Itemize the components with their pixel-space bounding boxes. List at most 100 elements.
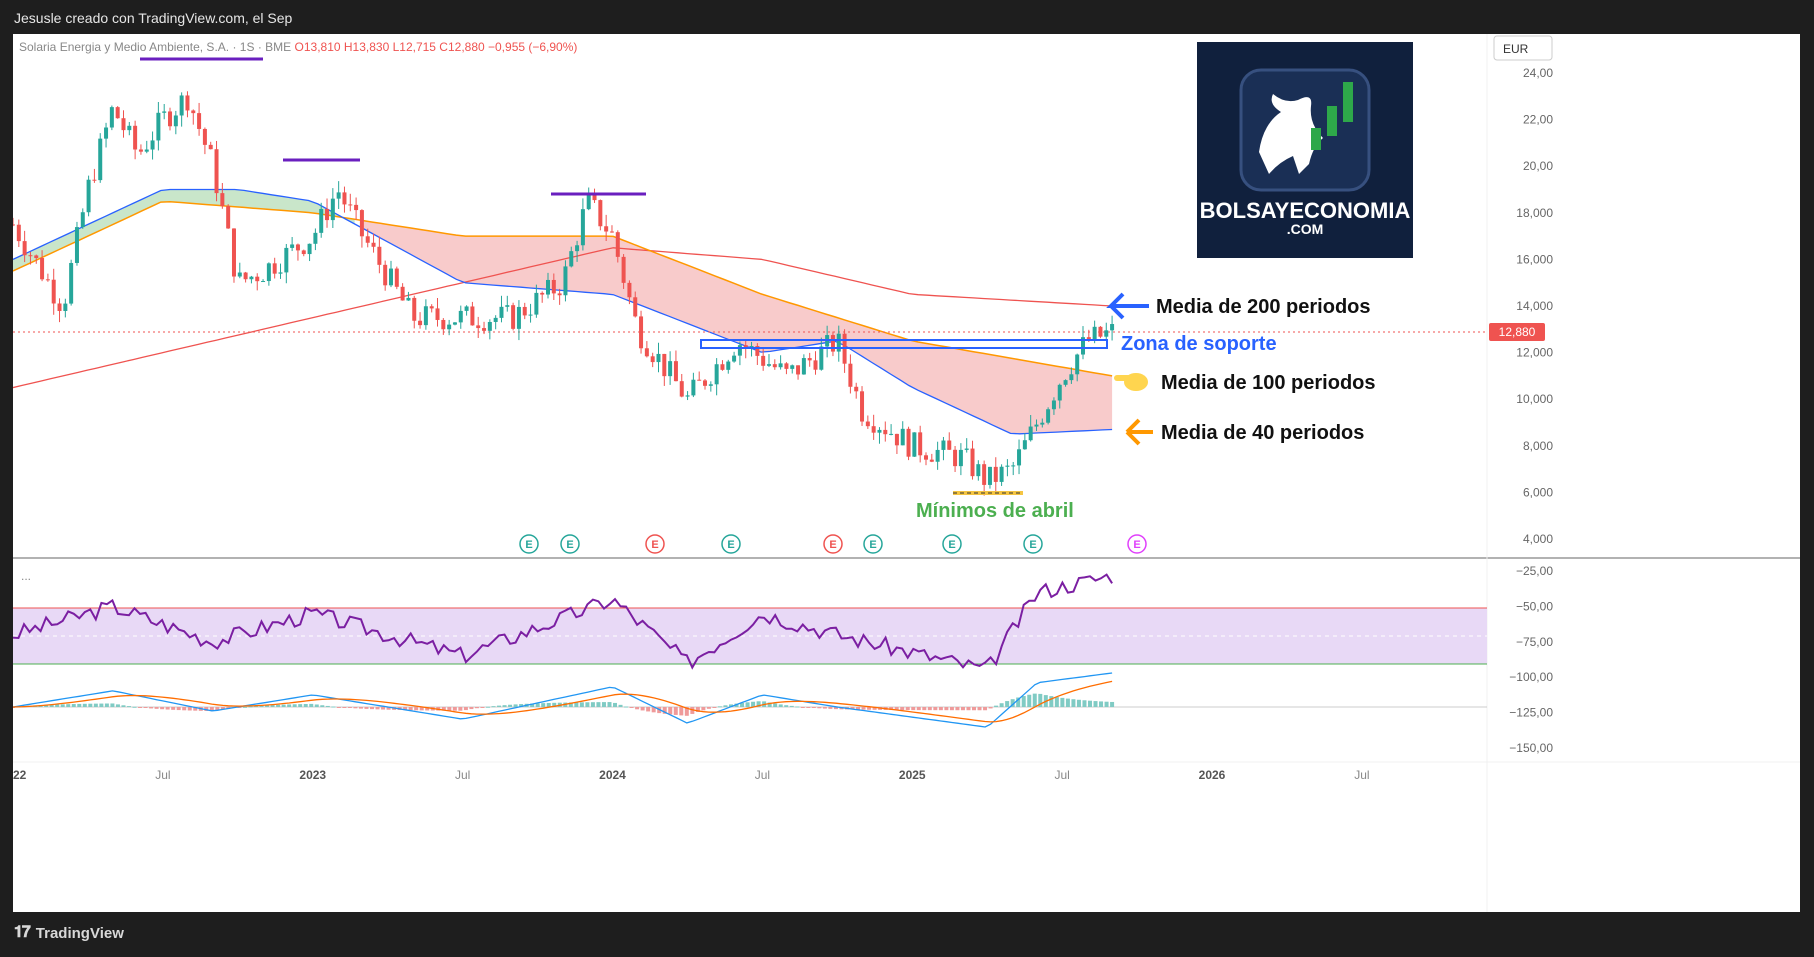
- candle-body: [464, 306, 469, 311]
- candle-icon-3: [1343, 82, 1353, 122]
- macd-bar: [568, 702, 573, 707]
- candle-body: [319, 208, 324, 233]
- candle-body: [470, 306, 475, 326]
- candle-body: [377, 246, 382, 265]
- candle-body: [243, 272, 248, 280]
- indicator-menu[interactable]: ...: [21, 569, 31, 583]
- candle-body: [115, 107, 120, 119]
- macd-bar: [485, 706, 490, 708]
- candle-body: [138, 149, 143, 152]
- macd-bar: [204, 707, 209, 711]
- macd-bar: [1005, 701, 1010, 707]
- macd-bar: [624, 706, 629, 708]
- macd-bar: [706, 707, 711, 709]
- candle-body: [1104, 330, 1109, 337]
- chart-header-bar: Jesusle creado con TradingView.com, el S…: [0, 0, 1814, 34]
- macd-bar: [784, 705, 789, 707]
- macd-bar: [265, 705, 270, 707]
- macd-bar: [1087, 700, 1092, 707]
- candle-body: [133, 125, 138, 150]
- candle-body: [609, 231, 614, 233]
- support-zone-box: [700, 339, 1108, 349]
- macd-bar: [983, 707, 988, 711]
- symbol-info[interactable]: Solaria Energia y Medio Ambiente, S.A. ·…: [19, 40, 577, 54]
- macd-bar: [447, 707, 452, 711]
- candle-body: [418, 320, 423, 326]
- macd-bar: [828, 707, 833, 709]
- price-axis[interactable]: 24,00 22,00 20,00 18,000 16,000 14,000 12,000 1…: [1516, 66, 1553, 546]
- candle-body: [982, 464, 987, 485]
- chart-svg[interactable]: Solaria Energia y Medio Ambiente, S.A. ·…: [13, 34, 1800, 912]
- price-tick-label: 12,000: [1516, 346, 1553, 360]
- time-tick-label: Jul: [755, 768, 770, 782]
- currency-button[interactable]: [1493, 35, 1553, 61]
- candle-body: [575, 245, 580, 252]
- candle-body: [615, 232, 620, 257]
- macd-bar: [679, 707, 684, 716]
- macd-bar: [1027, 694, 1032, 707]
- oscillator-axis[interactable]: −25,00 −50,00 −75,00 −100,00 −125,00 −150,00: [1509, 564, 1553, 755]
- bull-icon: [1259, 94, 1323, 174]
- macd-bar: [811, 707, 816, 708]
- candle-body: [923, 455, 928, 460]
- candle-body: [1086, 337, 1091, 341]
- macd-bar: [160, 707, 165, 710]
- macd-bar: [469, 707, 474, 710]
- candle-body: [28, 255, 33, 257]
- macd-bar: [867, 707, 872, 710]
- candle-body: [592, 192, 597, 201]
- candle-body: [953, 449, 958, 467]
- macd-bar: [513, 704, 518, 707]
- macd-bar: [154, 707, 159, 709]
- macd-bar: [955, 707, 960, 711]
- macd-bar: [833, 707, 838, 710]
- macd-bar: [149, 707, 154, 709]
- candle-body: [301, 250, 306, 255]
- macd-bar: [49, 704, 54, 707]
- macd-bar: [336, 707, 341, 708]
- candle-body: [737, 345, 742, 356]
- candle-body: [74, 227, 79, 263]
- candle-body: [313, 232, 318, 244]
- tradingview-logo[interactable]: 𝟏𝟕 TradingView: [14, 924, 124, 942]
- price-tick-label: 14,000: [1516, 299, 1553, 313]
- candle-body: [516, 306, 521, 329]
- candle-body: [755, 346, 760, 356]
- candle-body: [394, 268, 399, 287]
- macd-bar: [613, 702, 618, 707]
- macd-bar: [745, 702, 750, 707]
- ma200-line: [13, 247, 1113, 389]
- macd-bar: [458, 707, 463, 711]
- macd-bar: [1065, 698, 1070, 707]
- candle-body: [13, 224, 15, 226]
- macd-bar: [309, 703, 314, 707]
- candle-body: [365, 236, 370, 243]
- time-axis[interactable]: 2022 Jul 2023 Jul 2024 Jul 2025 Jul 2026 Jul: [13, 768, 1370, 782]
- candle-body: [848, 363, 853, 387]
- annotation-ma200: Media de 200 periodos: [1106, 292, 1371, 320]
- ma100-line: [13, 200, 1113, 377]
- candle-body: [1011, 465, 1016, 467]
- macd-bar: [519, 704, 524, 707]
- candle-body: [109, 107, 114, 128]
- chart-frame[interactable]: Solaria Energia y Medio Ambiente, S.A. ·…: [13, 34, 1800, 912]
- candle-body: [999, 466, 1004, 482]
- macd-bar: [1082, 700, 1087, 707]
- candle-body: [86, 179, 91, 213]
- macd-line: [13, 672, 1113, 728]
- candle-body: [57, 303, 62, 311]
- macd-bar: [1060, 697, 1065, 707]
- macd-bar: [508, 704, 513, 707]
- candle-body: [511, 305, 516, 329]
- macd-bar: [1032, 693, 1037, 707]
- candle-body: [307, 243, 312, 255]
- candle-body: [563, 266, 568, 296]
- macd-bar: [684, 707, 689, 716]
- macd-bar: [949, 707, 954, 711]
- bolsayeconomia-logo: BOLSAYECONOMIA .COM: [1197, 42, 1413, 258]
- macd-bar: [1049, 696, 1054, 707]
- macd-bar: [474, 707, 479, 709]
- candle-body: [45, 279, 50, 281]
- macd-bar: [646, 707, 651, 712]
